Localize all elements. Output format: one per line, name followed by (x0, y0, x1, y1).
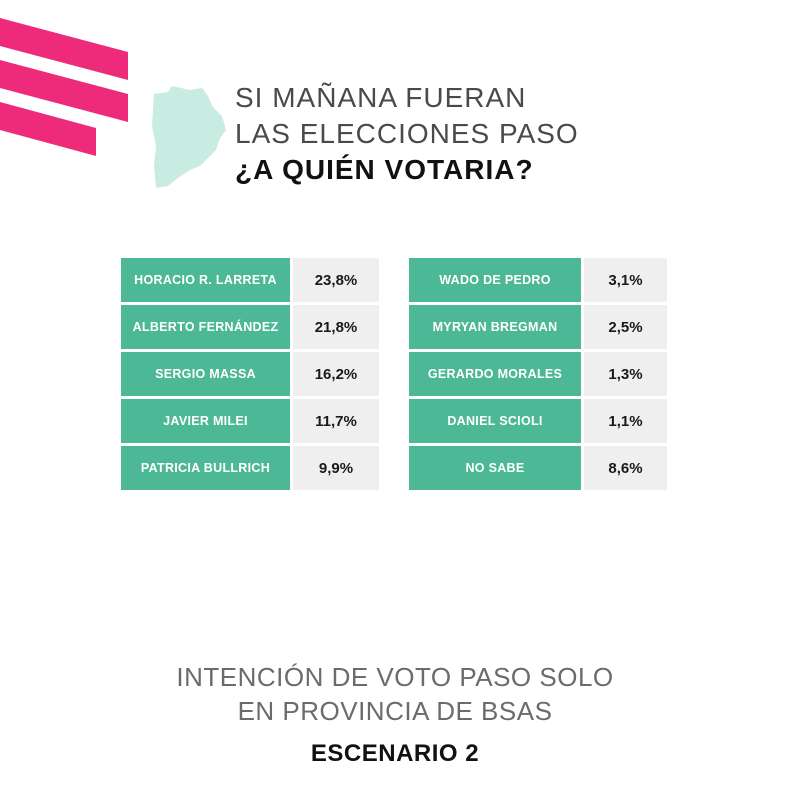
table-row: DANIEL SCIOLI 1,1% (409, 399, 667, 443)
header-line-2: LAS ELECCIONES PASO (235, 118, 579, 149)
candidate-value: 21,8% (293, 305, 379, 349)
header-title: SI MAÑANA FUERAN LAS ELECCIONES PASO ¿A … (235, 80, 755, 188)
brand-logo-icon (0, 18, 128, 156)
table-row: PATRICIA BULLRICH 9,9% (121, 446, 379, 490)
header-line-1: SI MAÑANA FUERAN (235, 82, 527, 113)
candidate-name: ALBERTO FERNÁNDEZ (121, 305, 290, 349)
table-row: JAVIER MILEI 11,7% (121, 399, 379, 443)
results-table-left: HORACIO R. LARRETA 23,8% ALBERTO FERNÁND… (121, 258, 379, 493)
table-row: GERARDO MORALES 1,3% (409, 352, 667, 396)
candidate-value: 16,2% (293, 352, 379, 396)
candidate-value: 23,8% (293, 258, 379, 302)
candidate-value: 1,1% (584, 399, 667, 443)
footer-line-1: INTENCIÓN DE VOTO PASO SOLO (176, 662, 614, 692)
candidate-name: SERGIO MASSA (121, 352, 290, 396)
candidate-name: GERARDO MORALES (409, 352, 581, 396)
candidate-name: MYRYAN BREGMAN (409, 305, 581, 349)
scenario-label: ESCENARIO 2 (310, 740, 480, 767)
candidate-name: DANIEL SCIOLI (409, 399, 581, 443)
candidate-value: 9,9% (293, 446, 379, 490)
results-table-right: WADO DE PEDRO 3,1% MYRYAN BREGMAN 2,5% G… (409, 258, 667, 493)
candidate-name: WADO DE PEDRO (409, 258, 581, 302)
candidate-name: HORACIO R. LARRETA (121, 258, 290, 302)
table-row: MYRYAN BREGMAN 2,5% (409, 305, 667, 349)
candidate-value: 11,7% (293, 399, 379, 443)
buenos-aires-province-map-icon (152, 86, 226, 188)
table-row: SERGIO MASSA 16,2% (121, 352, 379, 396)
candidate-name: PATRICIA BULLRICH (121, 446, 290, 490)
candidate-name: JAVIER MILEI (121, 399, 290, 443)
candidate-value: 2,5% (584, 305, 667, 349)
footer-line-2: EN PROVINCIA DE BSAS (237, 696, 553, 726)
table-row: NO SABE 8,6% (409, 446, 667, 490)
candidate-name: NO SABE (409, 446, 581, 490)
candidate-value: 1,3% (584, 352, 667, 396)
table-row: ALBERTO FERNÁNDEZ 21,8% (121, 305, 379, 349)
candidate-value: 8,6% (584, 446, 667, 490)
header-question: ¿A QUIÉN VOTARIA? (235, 154, 534, 185)
candidate-value: 3,1% (584, 258, 667, 302)
table-row: HORACIO R. LARRETA 23,8% (121, 258, 379, 302)
footer: INTENCIÓN DE VOTO PASO SOLO EN PROVINCIA… (0, 660, 790, 774)
table-row: WADO DE PEDRO 3,1% (409, 258, 667, 302)
